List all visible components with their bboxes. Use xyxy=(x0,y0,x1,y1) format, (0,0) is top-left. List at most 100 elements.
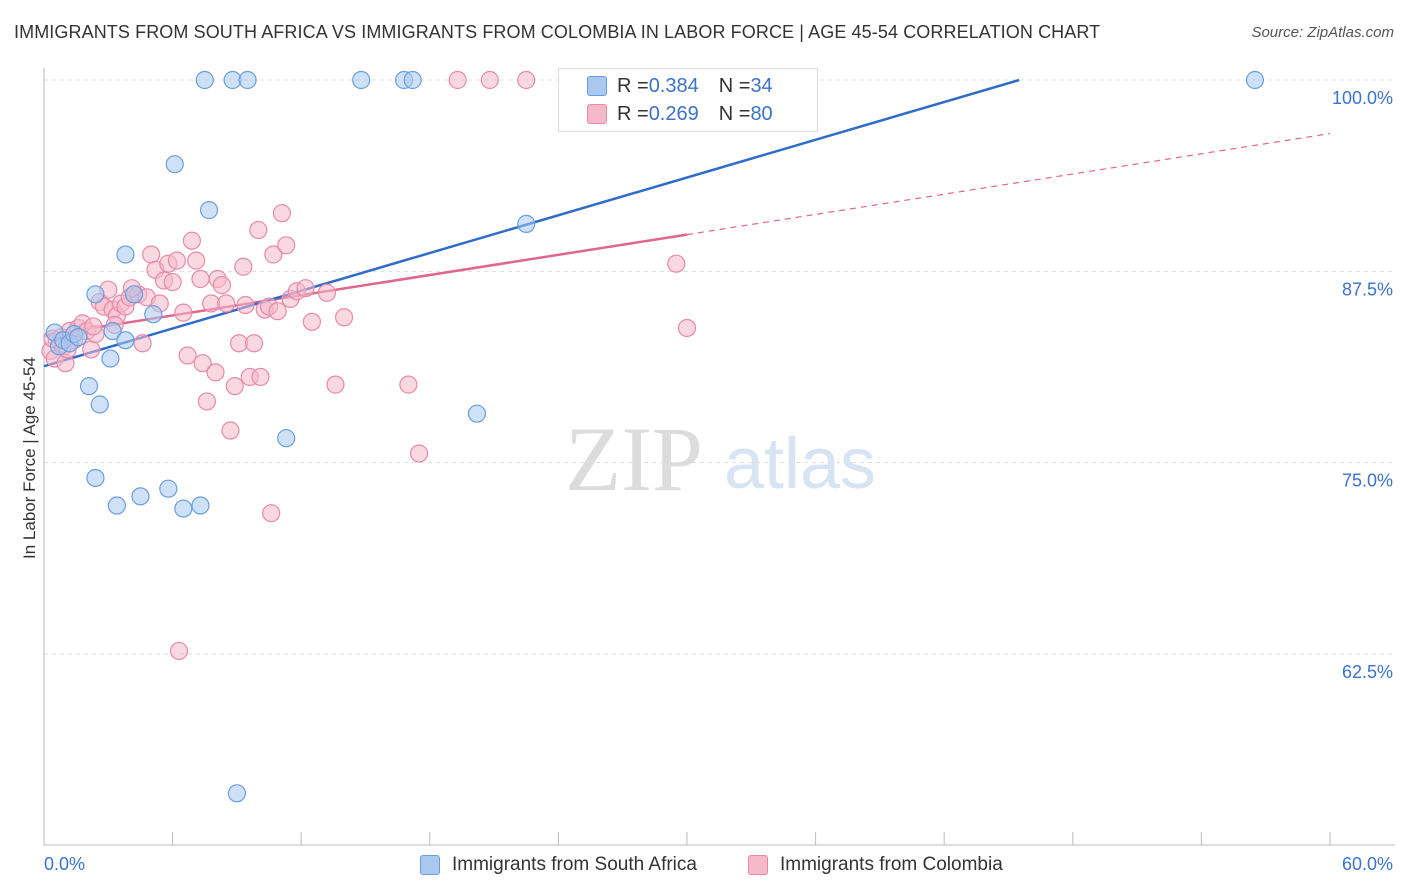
colombia-point xyxy=(193,354,212,373)
south-africa-point xyxy=(352,70,371,90)
colombia-point xyxy=(236,295,255,315)
south-africa-point xyxy=(79,377,99,396)
south-africa-point xyxy=(103,321,122,341)
colombia-point xyxy=(302,312,322,331)
south-africa-point xyxy=(107,496,126,515)
y-tick-label: 62.5% xyxy=(1342,662,1393,682)
colombia-point xyxy=(244,334,264,353)
colombia-point xyxy=(448,70,467,90)
colombia-point xyxy=(326,375,345,394)
colombia-point xyxy=(191,269,210,289)
colombia-point xyxy=(212,276,231,295)
south-africa-point xyxy=(116,245,135,264)
chart-title: IMMIGRANTS FROM SOUTH AFRICA VS IMMIGRAN… xyxy=(14,22,1101,42)
colombia-point xyxy=(262,504,281,523)
south-africa-point xyxy=(144,305,163,324)
south-africa-point xyxy=(116,331,135,350)
colombia-point xyxy=(677,318,697,338)
colombia-point xyxy=(163,272,182,292)
colombia-trend-line xyxy=(43,233,688,337)
south-africa-point xyxy=(101,349,120,368)
colombia-point xyxy=(334,308,354,327)
south-africa-point xyxy=(124,285,144,304)
legend-r-label: R = xyxy=(617,74,649,97)
south-africa-point xyxy=(403,70,422,90)
south-africa-point xyxy=(159,479,178,498)
south-africa-point xyxy=(1245,70,1265,90)
south-africa-points xyxy=(45,70,1265,803)
y-tick-label: 87.5% xyxy=(1342,279,1393,299)
legend-swatch-pink xyxy=(587,104,607,124)
legend-n-value: 80 xyxy=(750,102,773,125)
south-africa-point xyxy=(174,499,193,518)
south-africa-point xyxy=(131,487,150,506)
south-africa-point xyxy=(467,404,487,423)
colombia-point xyxy=(84,317,103,336)
south-africa-point xyxy=(90,395,109,414)
legend-r-label: R = xyxy=(617,102,649,125)
colombia-point xyxy=(167,251,186,270)
legend-row-colombia: R = 0.269 N = 80 xyxy=(587,101,773,127)
south-africa-point xyxy=(86,468,105,488)
colombia-points xyxy=(41,70,697,661)
y-axis-label: In Labor Force | Age 45-54 xyxy=(20,357,39,559)
colombia-point xyxy=(517,70,536,90)
colombia-point xyxy=(251,367,270,387)
colombia-trend-extension xyxy=(686,132,1331,236)
colombia-point xyxy=(182,231,201,250)
watermark-zip: ZIP xyxy=(565,408,703,510)
south-africa-point xyxy=(69,328,88,347)
colombia-point xyxy=(264,245,283,264)
legend-swatch-pink xyxy=(748,855,768,875)
y-tick-label: 100.0% xyxy=(1332,88,1393,108)
gridlines xyxy=(44,79,1395,655)
colombia-point xyxy=(480,70,499,90)
colombia-point xyxy=(221,421,240,440)
colombia-point xyxy=(268,302,287,321)
colombia-point xyxy=(187,251,206,270)
colombia-point xyxy=(317,283,337,302)
south-africa-point xyxy=(165,155,184,174)
bottom-legend-colombia: Immigrants from Colombia xyxy=(748,852,1003,878)
south-africa-point xyxy=(195,70,214,90)
south-africa-point xyxy=(238,70,257,90)
south-africa-point xyxy=(277,429,296,448)
colombia-point xyxy=(409,444,429,463)
colombia-point xyxy=(234,257,253,276)
colombia-point xyxy=(178,346,197,365)
bottom-legend-south-africa: Immigrants from South Africa xyxy=(420,852,697,878)
legend-label: Immigrants from Colombia xyxy=(780,854,1003,875)
colombia-point xyxy=(174,303,193,322)
colombia-point xyxy=(399,375,418,394)
tick-labels: 62.5% 75.0% 87.5% 100.0% 0.0% 60.0% xyxy=(44,88,1393,874)
legend-r-value: 0.269 xyxy=(648,102,699,125)
source-credit: Source: ZipAtlas.com xyxy=(1251,24,1394,41)
stats-legend: R = 0.384 N = 34 R = 0.269 N = 80 xyxy=(558,68,818,132)
south-africa-point xyxy=(227,784,246,803)
colombia-point xyxy=(142,245,161,264)
south-africa-point xyxy=(517,214,536,233)
colombia-point xyxy=(667,254,686,273)
x-tick-label: 60.0% xyxy=(1342,854,1393,874)
legend-n-value: 34 xyxy=(750,74,773,97)
colombia-point xyxy=(272,204,292,223)
legend-swatch-blue xyxy=(587,76,607,96)
colombia-point xyxy=(217,294,236,313)
colombia-point xyxy=(133,334,152,353)
south-africa-point xyxy=(191,496,210,515)
watermark-atlas: atlas xyxy=(724,424,876,504)
south-africa-point xyxy=(86,285,105,304)
colombia-point xyxy=(82,340,101,359)
legend-label: Immigrants from South Africa xyxy=(452,854,697,875)
legend-n-label: N = xyxy=(718,74,751,97)
colombia-point xyxy=(197,392,216,411)
legend-row-south-africa: R = 0.384 N = 34 xyxy=(587,73,773,99)
colombia-point xyxy=(206,363,225,382)
x-tick-label: 0.0% xyxy=(44,854,85,874)
colombia-point xyxy=(296,279,315,298)
colombia-point xyxy=(277,236,296,255)
legend-swatch-blue xyxy=(420,855,440,875)
axes xyxy=(43,68,1395,846)
colombia-point xyxy=(249,220,268,240)
